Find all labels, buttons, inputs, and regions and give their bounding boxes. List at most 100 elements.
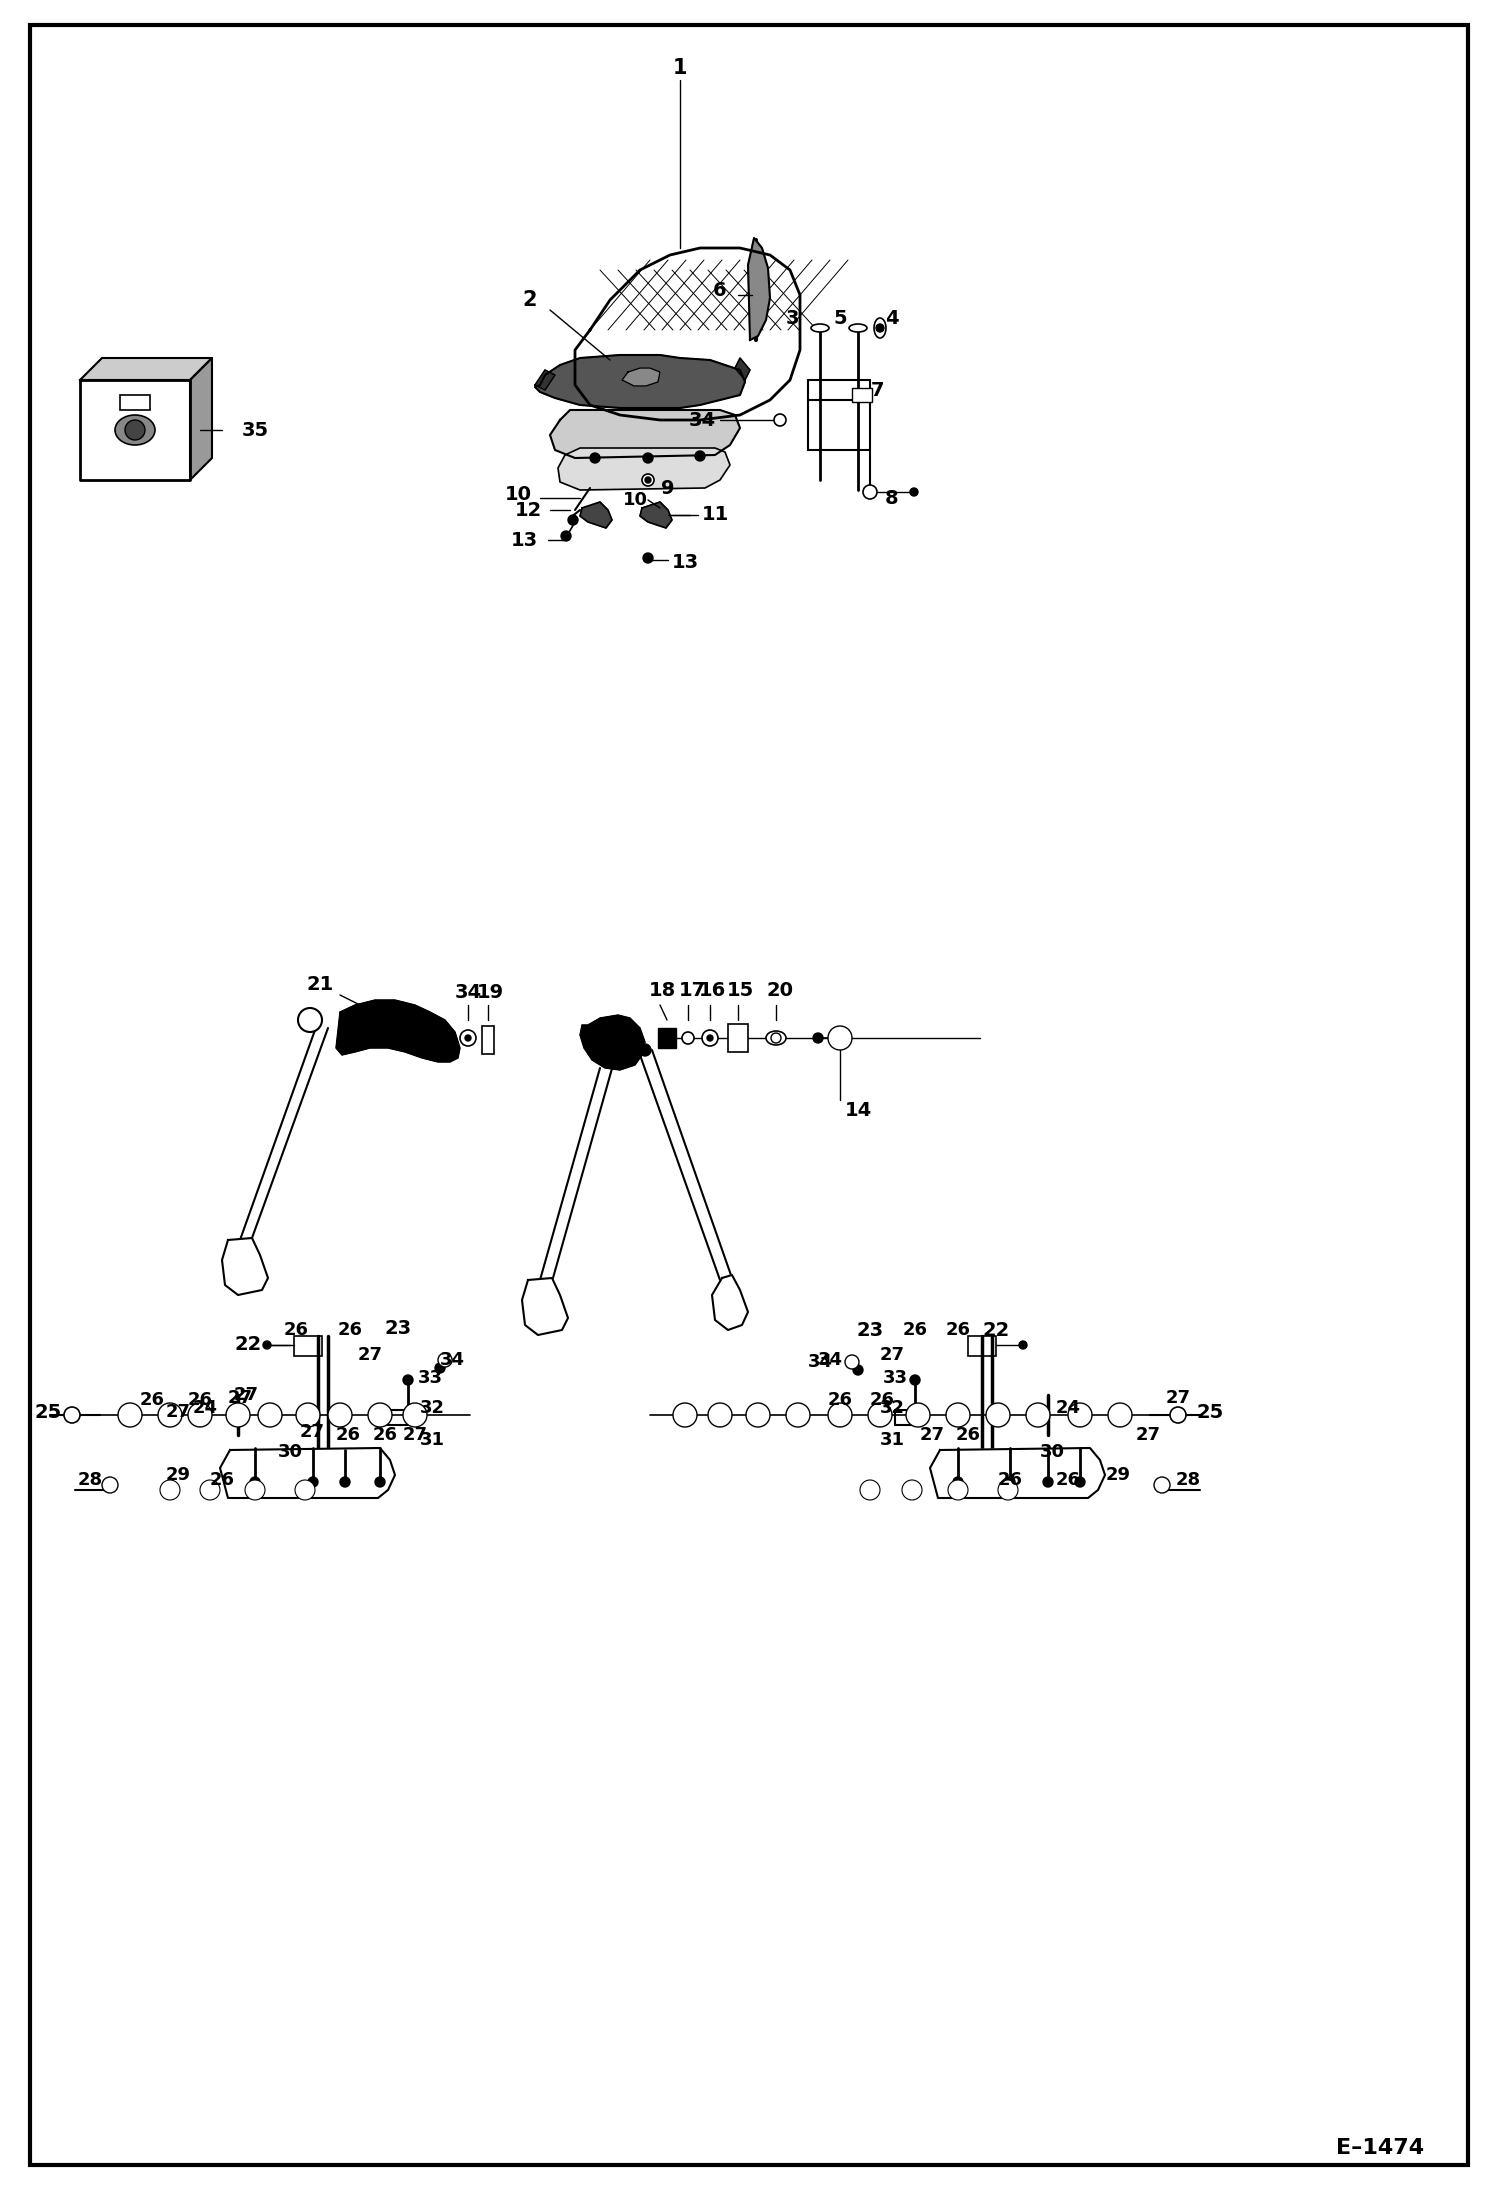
Text: 33: 33 <box>882 1369 908 1387</box>
Bar <box>968 1336 996 1356</box>
Text: 31: 31 <box>419 1430 445 1448</box>
Text: 34: 34 <box>807 1354 833 1371</box>
Text: 7: 7 <box>872 380 885 399</box>
Text: 22: 22 <box>234 1336 262 1354</box>
Text: 29: 29 <box>1106 1466 1131 1483</box>
Circle shape <box>226 1402 250 1426</box>
Circle shape <box>118 1402 142 1426</box>
Text: 12: 12 <box>514 500 542 520</box>
Text: 23: 23 <box>385 1319 412 1338</box>
Text: 18: 18 <box>649 981 676 1000</box>
Circle shape <box>986 1402 1010 1426</box>
Text: 27: 27 <box>358 1345 382 1365</box>
Text: 15: 15 <box>727 981 753 1000</box>
Circle shape <box>568 516 578 524</box>
Text: 27: 27 <box>1165 1389 1191 1406</box>
Polygon shape <box>535 371 554 391</box>
Text: 8: 8 <box>885 489 899 507</box>
Text: 28: 28 <box>1176 1470 1200 1490</box>
Circle shape <box>1019 1341 1028 1349</box>
Text: 6: 6 <box>713 281 727 301</box>
Circle shape <box>863 485 876 498</box>
Circle shape <box>1068 1402 1092 1426</box>
Text: 26: 26 <box>1056 1470 1080 1490</box>
Text: 1: 1 <box>673 57 688 79</box>
Circle shape <box>369 1402 392 1426</box>
Bar <box>658 1029 676 1049</box>
Text: 27: 27 <box>1135 1426 1161 1444</box>
Circle shape <box>124 419 145 441</box>
Circle shape <box>64 1406 79 1424</box>
Circle shape <box>771 1033 780 1042</box>
Text: 4: 4 <box>885 309 899 327</box>
Text: 14: 14 <box>845 1101 872 1119</box>
Circle shape <box>590 452 601 463</box>
Text: 22: 22 <box>983 1321 1010 1341</box>
Circle shape <box>1043 1477 1053 1488</box>
Text: 29: 29 <box>165 1466 190 1483</box>
Circle shape <box>464 1036 470 1040</box>
Circle shape <box>640 1044 652 1055</box>
Circle shape <box>1076 1477 1085 1488</box>
Circle shape <box>707 1036 713 1040</box>
Circle shape <box>867 1402 891 1426</box>
Circle shape <box>1170 1406 1186 1424</box>
Text: 20: 20 <box>767 981 794 1000</box>
Bar <box>728 1025 748 1051</box>
Circle shape <box>953 1477 963 1488</box>
Circle shape <box>560 531 571 542</box>
Circle shape <box>264 1341 271 1349</box>
Circle shape <box>876 325 884 331</box>
Text: 34: 34 <box>818 1352 842 1369</box>
Text: 13: 13 <box>671 553 698 570</box>
Circle shape <box>298 1007 322 1031</box>
Text: 3: 3 <box>785 309 798 327</box>
Circle shape <box>102 1477 118 1492</box>
Ellipse shape <box>873 318 885 338</box>
Text: 27: 27 <box>165 1402 190 1422</box>
Polygon shape <box>580 1016 646 1071</box>
Circle shape <box>828 1027 852 1051</box>
Polygon shape <box>640 502 673 529</box>
Bar <box>120 395 150 410</box>
Circle shape <box>297 1402 321 1426</box>
Circle shape <box>643 474 655 487</box>
Text: 24: 24 <box>1056 1400 1080 1417</box>
Circle shape <box>947 1402 971 1426</box>
Polygon shape <box>222 1237 268 1294</box>
Text: 26: 26 <box>827 1391 852 1409</box>
Circle shape <box>643 452 653 463</box>
Circle shape <box>160 1481 180 1501</box>
Circle shape <box>673 1402 697 1426</box>
Circle shape <box>948 1481 968 1501</box>
Text: 30: 30 <box>277 1444 303 1461</box>
Text: 25: 25 <box>34 1402 61 1422</box>
Ellipse shape <box>810 325 828 331</box>
Text: 23: 23 <box>857 1321 884 1341</box>
Text: 27: 27 <box>234 1387 259 1404</box>
Circle shape <box>845 1356 858 1369</box>
Circle shape <box>902 1481 921 1501</box>
Circle shape <box>1005 1477 1016 1488</box>
Circle shape <box>695 452 706 461</box>
Text: 26: 26 <box>956 1426 981 1444</box>
Text: 27: 27 <box>920 1426 945 1444</box>
Text: 26: 26 <box>902 1321 927 1338</box>
Polygon shape <box>930 1448 1106 1499</box>
Text: 35: 35 <box>241 421 268 439</box>
Circle shape <box>909 487 918 496</box>
Polygon shape <box>79 380 190 480</box>
Circle shape <box>250 1477 261 1488</box>
Text: 31: 31 <box>879 1430 905 1448</box>
Polygon shape <box>580 502 613 529</box>
Circle shape <box>258 1402 282 1426</box>
Circle shape <box>460 1029 476 1047</box>
Polygon shape <box>550 410 740 459</box>
Text: 33: 33 <box>418 1369 442 1387</box>
Text: 34: 34 <box>454 983 481 1003</box>
Circle shape <box>246 1481 265 1501</box>
Ellipse shape <box>115 415 154 445</box>
Circle shape <box>157 1402 181 1426</box>
Text: 26: 26 <box>373 1426 397 1444</box>
Polygon shape <box>712 1275 748 1330</box>
